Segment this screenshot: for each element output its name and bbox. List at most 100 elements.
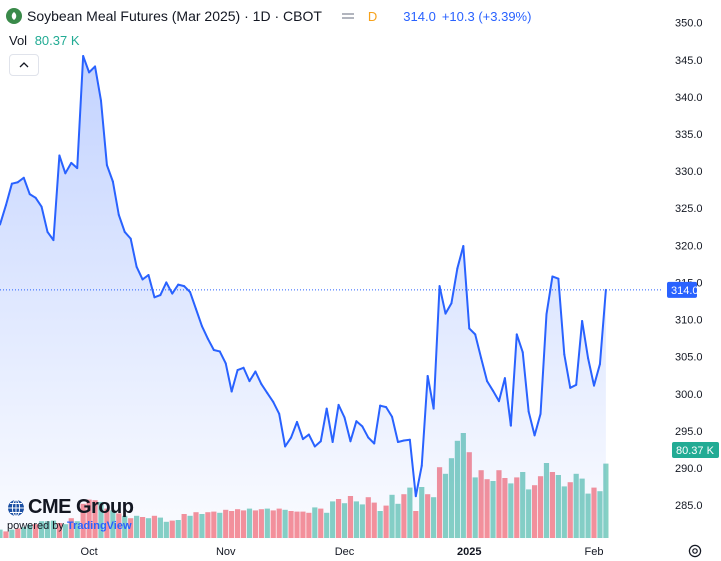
equal-icon — [341, 12, 356, 20]
price-line-segment — [242, 366, 251, 383]
price-line-segment — [569, 383, 578, 389]
price-line-segment — [468, 327, 477, 336]
price-line-segment — [503, 377, 512, 427]
price-line-segment — [58, 154, 67, 175]
price-line-segment — [290, 420, 298, 439]
price-line-segment — [545, 275, 554, 316]
price-area — [0, 56, 606, 539]
price-line-segment — [105, 164, 114, 183]
y-tick-label: 285.0 — [675, 500, 703, 512]
price-line-segment — [159, 281, 168, 297]
symbol-title[interactable]: Soybean Meal Futures (Mar 2025) · 1D · C… — [27, 8, 322, 24]
price-line-segment — [557, 277, 566, 356]
price-line-segment — [123, 230, 132, 240]
last-volume-tag: 80.37 K — [672, 442, 719, 458]
price-line-segment — [492, 389, 500, 403]
y-tick-label: 330.0 — [675, 166, 703, 178]
price-line-segment — [272, 400, 281, 415]
price-line-segment — [218, 350, 227, 365]
price-axis[interactable]: 285.0290.0295.0300.0305.0310.0315.0320.0… — [675, 18, 703, 512]
y-tick-label: 300.0 — [675, 389, 703, 401]
price-line-segment — [22, 176, 31, 196]
price-line-segment — [319, 407, 328, 443]
price-line-segment — [497, 377, 506, 403]
price-line-segment — [64, 161, 73, 175]
price-line-segment — [34, 196, 43, 208]
price-line-segment — [598, 288, 607, 366]
price-line-segment — [129, 237, 138, 268]
last-price-tag-text: 314.0 — [671, 285, 699, 297]
y-tick-label: 305.0 — [675, 352, 703, 364]
time-axis[interactable]: Oct Nov Dec 2025 Feb — [81, 546, 604, 558]
price-line-segment — [260, 383, 269, 395]
price-line-segment — [575, 320, 584, 386]
price-line-segment — [450, 267, 459, 305]
price-line-segment — [551, 275, 560, 280]
price-line-segment — [40, 205, 49, 233]
price-line-segment — [99, 99, 108, 167]
price-line-segment — [296, 420, 304, 441]
price-line-segment — [432, 285, 441, 410]
price-line-segment — [355, 420, 364, 428]
settings-icon[interactable] — [688, 544, 702, 558]
price-line-segment — [88, 65, 97, 74]
price-line-segments — [0, 55, 607, 498]
price-line-segment — [385, 406, 394, 418]
y-tick-label: 295.0 — [675, 426, 703, 438]
price-line-segment — [426, 374, 435, 410]
price-line-segment — [313, 440, 322, 448]
x-tick-label: 2025 — [457, 546, 481, 558]
x-tick-label: Oct — [81, 546, 98, 558]
cme-group-branding[interactable]: CME Group powered by TradingView — [7, 496, 134, 532]
price-line-segment — [0, 204, 7, 226]
price-line-segment — [171, 283, 180, 295]
price-line-segment — [361, 425, 370, 439]
price-line-segment — [165, 281, 174, 295]
price-line-segment — [230, 369, 239, 393]
collapse-legend-button[interactable] — [9, 54, 39, 76]
y-tick-label: 350.0 — [675, 18, 703, 30]
y-tick-label: 345.0 — [675, 55, 703, 67]
x-tick-label: Nov — [216, 546, 236, 558]
last-volume-tag-bg — [672, 442, 719, 458]
price-line-segment — [153, 294, 162, 299]
price-line-segment — [391, 415, 399, 444]
price-line-segment — [593, 363, 601, 387]
price-line-segment — [474, 333, 483, 360]
price-line-segment — [135, 265, 144, 281]
price-line-segment — [581, 320, 590, 360]
price-line-segment — [307, 433, 316, 448]
last-price-tag: 314.0 — [667, 281, 699, 298]
globe-icon — [8, 499, 24, 516]
price-line-segment — [147, 274, 156, 299]
x-tick-label: Dec — [335, 546, 355, 558]
price-line-segment — [533, 412, 542, 437]
price-line-segment — [349, 420, 358, 443]
price-line-segment — [10, 181, 19, 185]
price-line-segment — [408, 438, 417, 498]
price-line-segment — [76, 55, 85, 170]
brand-name: CME Group — [28, 496, 134, 518]
y-tick-label: 325.0 — [675, 203, 703, 215]
price-line-segment — [527, 410, 536, 437]
price-line-segment — [563, 353, 572, 389]
last-price: 314.0 — [403, 8, 436, 24]
price-line-segment — [420, 374, 429, 467]
price-line-segment — [337, 403, 346, 419]
price-line-segment — [200, 325, 209, 340]
price-line-segment — [94, 65, 102, 102]
volume-value: 80.37 K — [34, 33, 80, 48]
price-line-segment — [111, 180, 120, 216]
tradingview-link[interactable]: TradingView — [66, 520, 132, 532]
price-line-segment — [301, 433, 310, 441]
last-volume-tag-text: 80.37 K — [676, 445, 715, 457]
volume-legend: Vol 80.37 K — [9, 33, 80, 48]
price-line-segment — [414, 464, 423, 498]
y-tick-label: 335.0 — [675, 129, 703, 141]
y-tick-label: 340.0 — [675, 92, 703, 104]
symbol-logo-icon — [6, 8, 22, 24]
last-price-tag-bg — [667, 281, 697, 298]
price-line-segment — [396, 439, 405, 444]
price-line-segment — [462, 245, 471, 330]
